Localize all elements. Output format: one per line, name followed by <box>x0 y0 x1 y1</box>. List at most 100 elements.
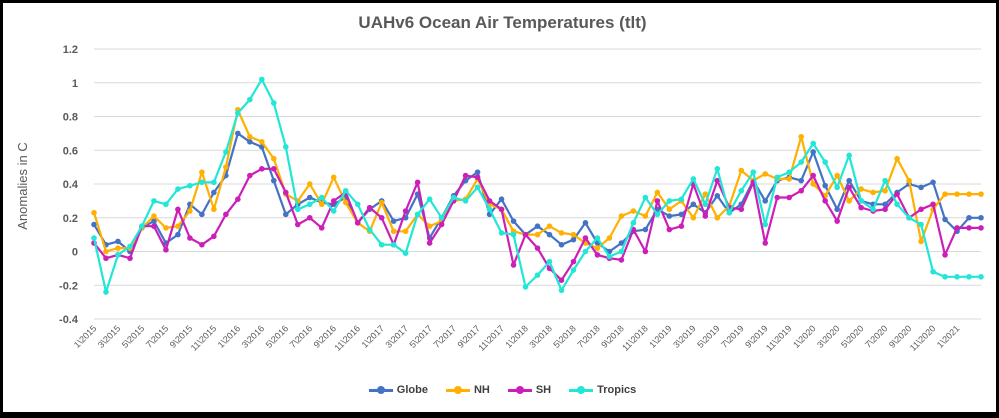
series-point-sh <box>846 184 852 191</box>
legend-item-nh: NH <box>445 384 490 396</box>
series-point-nh <box>534 231 541 238</box>
x-tick-label: 11\2017 <box>476 323 506 353</box>
x-tick-label: 5\2016 <box>264 323 291 350</box>
series-point-globe <box>942 216 948 223</box>
series-point-tropics <box>366 226 373 233</box>
series-point-sh <box>582 235 589 241</box>
series-point-tropics <box>966 274 972 280</box>
series-point-tropics <box>318 194 325 201</box>
series-point-sh <box>306 214 313 221</box>
series-point-sh <box>330 198 337 204</box>
series-point-sh <box>570 258 577 265</box>
series-point-tropics <box>330 208 337 214</box>
series-point-nh <box>115 245 121 251</box>
x-tick-label: 5\2017 <box>407 323 434 350</box>
series-point-tropics <box>103 289 109 295</box>
x-tick-label: 1\2015 <box>72 323 99 350</box>
x-tick-label: 3\2017 <box>384 323 411 350</box>
series-point-globe <box>582 220 589 226</box>
series-point-tropics <box>762 221 769 228</box>
series-point-tropics <box>247 96 253 103</box>
series-point-sh <box>810 172 816 179</box>
series-point-globe <box>498 196 505 202</box>
series-point-tropics <box>558 287 565 294</box>
series-point-nh <box>259 139 265 145</box>
series-point-tropics <box>678 196 685 202</box>
series-point-tropics <box>606 253 613 260</box>
series-point-tropics <box>942 274 948 280</box>
series-point-globe <box>474 169 481 175</box>
series-point-sh <box>918 206 924 213</box>
series-point-sh <box>438 221 445 228</box>
series-point-globe <box>882 201 888 208</box>
series-point-tropics <box>594 235 601 241</box>
series-point-sh <box>259 166 265 172</box>
x-tick-label: 3\2020 <box>815 323 842 350</box>
series-point-globe <box>546 231 553 238</box>
x-tick-label: 3\2016 <box>240 323 267 350</box>
series-point-sh <box>247 172 253 179</box>
series-point-tropics <box>498 230 505 236</box>
series-point-sh <box>666 226 673 233</box>
series-point-nh <box>247 133 253 140</box>
series-point-tropics <box>570 267 577 273</box>
y-tick-label: 0.8 <box>63 112 78 124</box>
series-point-nh <box>378 199 385 206</box>
series-point-sh <box>774 194 781 201</box>
series-point-sh <box>834 218 840 224</box>
series-point-tropics <box>738 187 745 194</box>
series-point-nh <box>163 225 169 231</box>
series-point-tropics <box>822 159 828 165</box>
series-point-nh <box>642 213 649 219</box>
y-tick-label: 0 <box>72 247 78 259</box>
series-point-sh <box>151 223 157 229</box>
series-point-globe <box>798 177 805 184</box>
series-point-tropics <box>870 206 876 213</box>
legend-item-globe: Globe <box>368 384 428 396</box>
series-point-globe <box>678 211 685 218</box>
series-point-sh <box>510 262 517 268</box>
series-point-tropics <box>810 140 816 147</box>
series-point-sh <box>318 225 325 231</box>
series-point-sh <box>714 177 721 184</box>
series-point-nh <box>606 235 613 241</box>
series-point-globe <box>714 193 721 199</box>
series-point-tropics <box>582 248 589 255</box>
legend-label-nh: NH <box>473 384 490 396</box>
y-tick-label: -0.4 <box>59 314 79 326</box>
series-point-nh <box>318 201 325 208</box>
series-point-nh <box>594 245 601 251</box>
series-point-globe <box>175 231 181 238</box>
series-point-sh <box>798 187 805 194</box>
legend-swatch-tropics <box>569 385 594 394</box>
series-point-nh <box>618 213 625 219</box>
legend-item-sh: SH <box>507 384 551 396</box>
series-point-globe <box>199 211 205 218</box>
series-point-sh <box>294 221 301 228</box>
series-point-nh <box>103 248 109 255</box>
series-point-globe <box>390 218 397 224</box>
series-point-sh <box>738 206 745 213</box>
series-point-sh <box>642 248 649 255</box>
series-point-nh <box>270 155 277 162</box>
series-point-tropics <box>91 235 97 241</box>
series-point-nh <box>918 238 924 245</box>
series-point-nh <box>666 206 673 213</box>
x-tick-label: 3\2015 <box>96 323 123 350</box>
series-point-nh <box>570 231 577 238</box>
series-point-sh <box>558 277 565 283</box>
x-tick-label: 7\2020 <box>863 323 890 350</box>
series-point-sh <box>942 252 948 258</box>
series-point-nh <box>690 214 697 221</box>
series-point-globe <box>618 240 625 246</box>
series-point-sh <box>534 245 541 251</box>
series-point-sh <box>270 166 277 172</box>
y-tick-label: 1 <box>72 78 78 90</box>
series-point-nh <box>223 164 229 170</box>
series-point-nh <box>211 206 217 213</box>
series-point-nh <box>762 171 769 177</box>
series-point-tropics <box>211 179 217 186</box>
series-point-tropics <box>199 179 205 186</box>
series-point-tropics <box>978 274 984 280</box>
series-point-tropics <box>486 206 493 213</box>
